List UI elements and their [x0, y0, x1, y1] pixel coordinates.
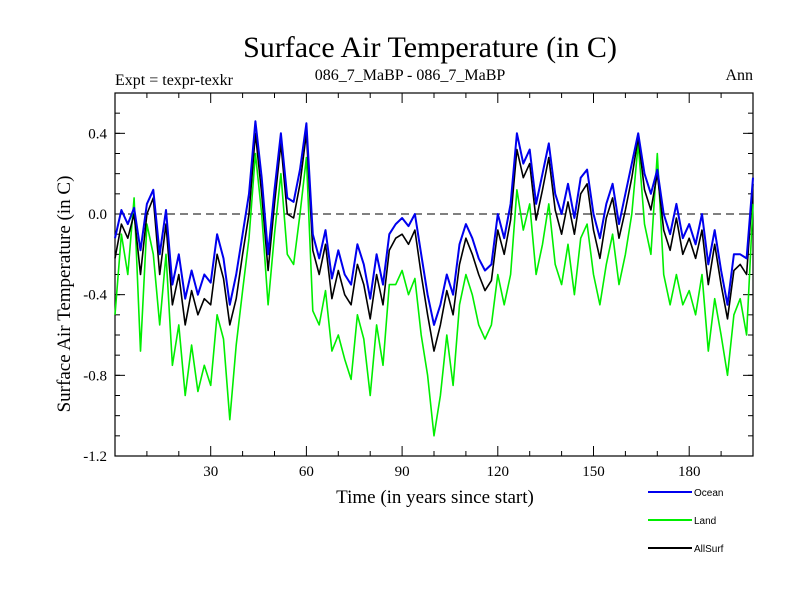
x-tick-label: 120 — [487, 464, 510, 480]
x-tick-label: 60 — [299, 464, 314, 480]
legend-label-allsurf: AllSurf — [694, 544, 724, 555]
series-line-land — [114, 142, 754, 437]
x-tick-label: 30 — [203, 464, 218, 480]
axes: 30 60 90 120 150 180 -1.2 -0.8 -0.4 0.0 0.4 — [83, 92, 754, 480]
legend-label-land: Land — [694, 516, 716, 527]
x-tick-label: 150 — [582, 464, 605, 480]
experiment-label: Expt = texpr-texkr — [115, 72, 234, 89]
y-tick-label: -1.2 — [83, 449, 107, 465]
y-axis-label: Surface Air Temperature (in C) — [54, 176, 75, 413]
series-line-allsurf — [114, 132, 754, 352]
plot-series — [114, 120, 754, 437]
legend-label-ocean: Ocean — [694, 488, 723, 499]
y-tick-label: -0.8 — [83, 368, 107, 384]
chart-title: Surface Air Temperature (in C) — [243, 31, 617, 64]
y-tick-label: -0.4 — [83, 288, 107, 304]
x-tick-label: 180 — [678, 464, 701, 480]
run-comparison-label: 086_7_MaBP - 086_7_MaBP — [315, 67, 506, 84]
x-axis-label: Time (in years since start) — [336, 487, 534, 508]
legend: Ocean Land AllSurf — [648, 488, 724, 555]
plot-frame — [114, 92, 754, 457]
x-tick-label: 90 — [395, 464, 410, 480]
season-label: Ann — [725, 67, 753, 84]
series-line-ocean — [114, 120, 754, 326]
y-tick-label: 0.4 — [88, 126, 107, 142]
y-tick-label: 0.0 — [88, 207, 107, 223]
